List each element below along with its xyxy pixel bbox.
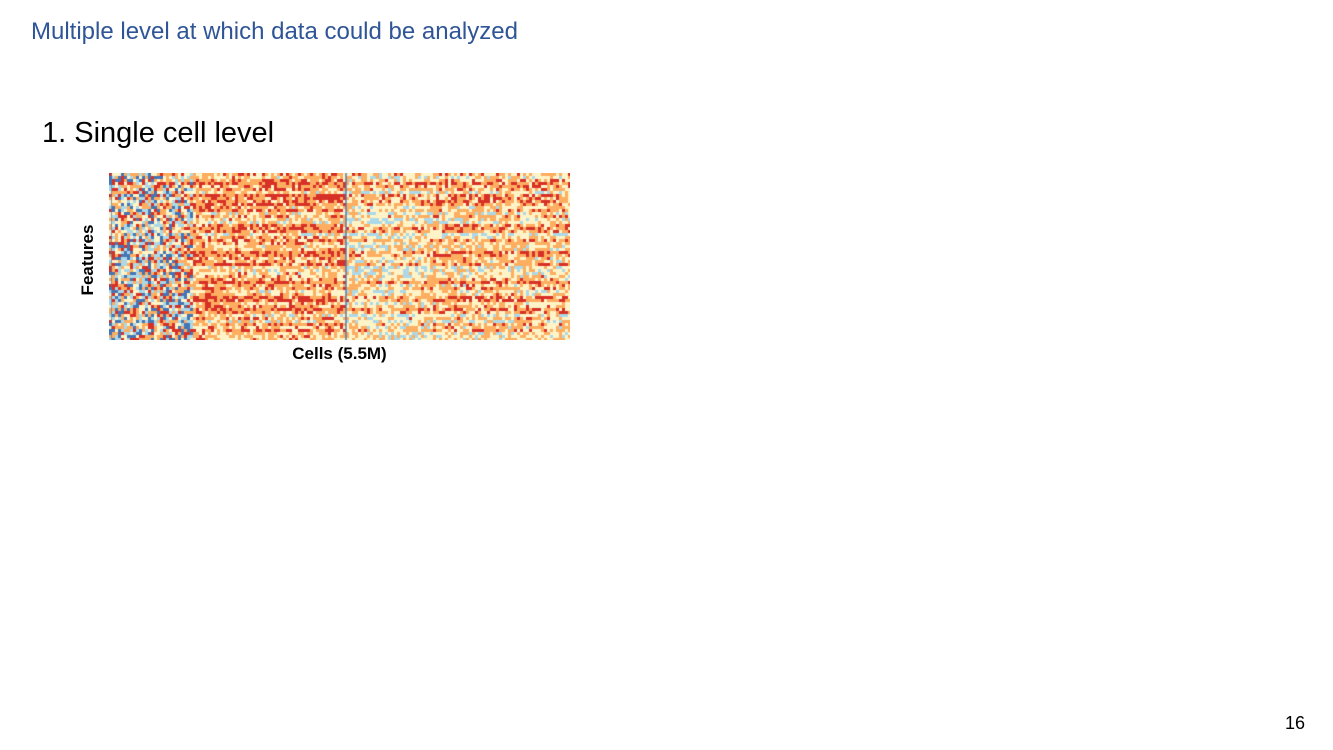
heatmap-image [109,173,570,340]
page-number: 16 [1284,713,1305,733]
y-axis-label: Features [78,224,97,296]
section-heading: 1. Single cell level [42,117,275,149]
slide-title: Multiple level at which data could be an… [31,18,518,45]
heatmap-figure: Features Cells (5.5M) [78,172,578,372]
x-axis-label: Cells (5.5M) [292,344,387,363]
